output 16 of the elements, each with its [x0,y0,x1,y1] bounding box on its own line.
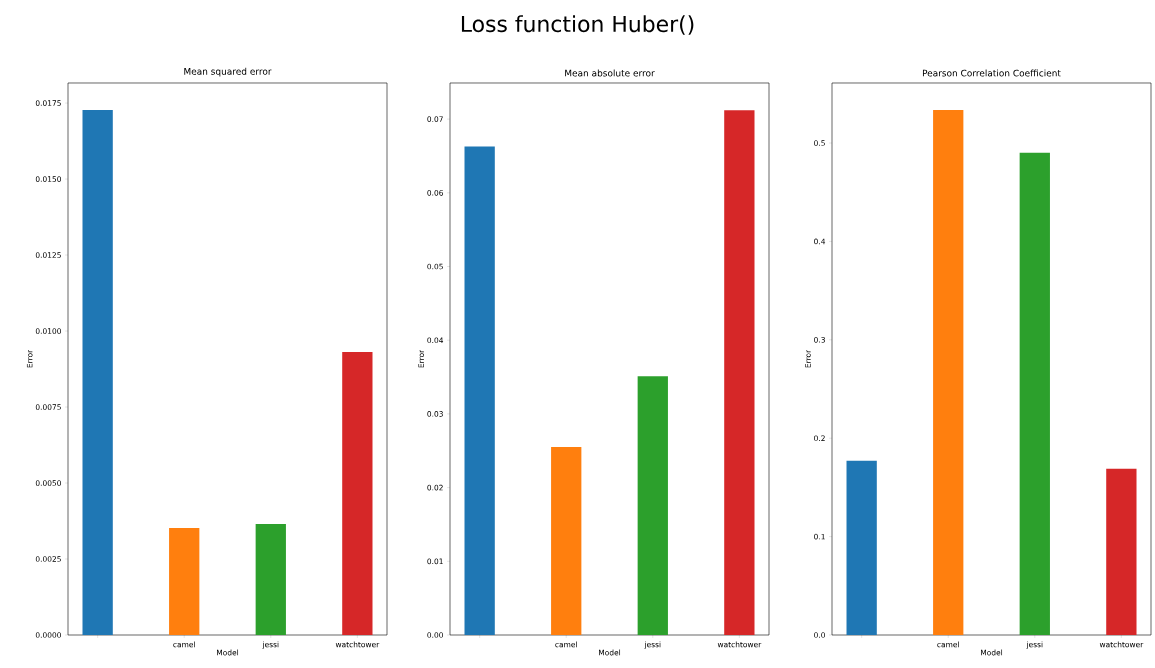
bar [551,447,582,635]
bar [464,146,495,635]
chart-title: Pearson Correlation Coefficient [922,69,1061,77]
bar [846,460,877,635]
bar [342,352,373,635]
bar [1106,468,1137,635]
bar [724,110,755,635]
bar [82,110,113,635]
text: Loss function Huber() [461,15,694,35]
bar [1019,152,1050,635]
bar [933,110,964,635]
bar [255,524,286,635]
bar [637,376,668,635]
chart-title: Mean absolute error [565,69,655,77]
chart-title: Mean squared error [184,67,272,77]
bar [169,528,200,635]
